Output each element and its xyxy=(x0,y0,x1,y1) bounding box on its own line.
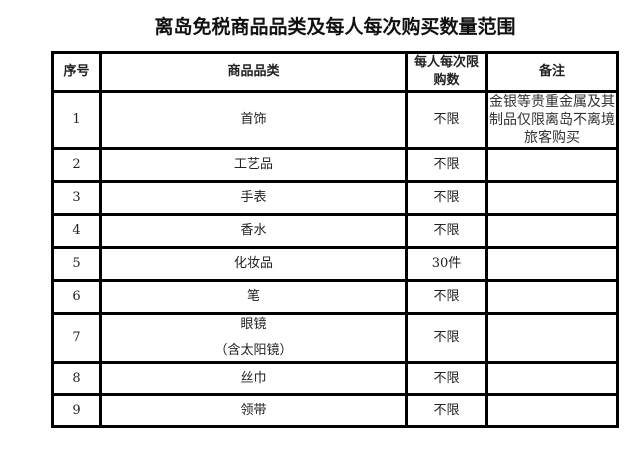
row-category: 首饰 xyxy=(99,90,408,150)
row-limit: 不限 xyxy=(405,90,488,150)
row-category: 领带 xyxy=(99,393,408,428)
header-note: 备注 xyxy=(485,51,619,93)
row-number: 5 xyxy=(51,246,102,282)
row-note xyxy=(485,180,619,216)
document-title: 离岛免税商品品类及每人每次购买数量范围 xyxy=(154,16,516,38)
category-name: 眼镜 xyxy=(240,317,267,332)
category-name: 首饰 xyxy=(240,112,267,127)
duty-free-table: 序号 商品品类 每人每次限购数 备注 1 首饰 不限 金银等贵重金属及其制品仅限离岛不… xyxy=(51,51,619,428)
row-category: 丝巾 xyxy=(99,361,408,396)
category-name: 手表 xyxy=(240,190,267,205)
row-number: 9 xyxy=(51,393,102,428)
row-note xyxy=(485,361,619,396)
row-limit: 不限 xyxy=(405,312,488,364)
row-limit: 不限 xyxy=(405,213,488,249)
row-note xyxy=(485,312,619,364)
table-header: 序号 商品品类 每人每次限购数 备注 xyxy=(51,51,619,93)
row-number: 7 xyxy=(51,312,102,364)
header-limit: 每人每次限购数 xyxy=(405,51,488,93)
table-row: 7 眼镜 （含太阳镜） 不限 xyxy=(51,312,619,364)
table-row: 1 首饰 不限 金银等贵重金属及其制品仅限离岛不离境旅客购买 xyxy=(51,90,619,150)
category-name: 丝巾 xyxy=(240,370,267,386)
category-name: 工艺品 xyxy=(233,157,273,172)
row-note: 金银等贵重金属及其制品仅限离岛不离境旅客购买 xyxy=(485,90,619,150)
row-number: 4 xyxy=(51,213,102,249)
row-number: 1 xyxy=(51,90,102,150)
table-row: 3 手表 不限 xyxy=(51,180,619,216)
row-category: 化妆品 xyxy=(99,246,408,282)
category-name: 领带 xyxy=(240,402,267,418)
row-category: 眼镜 （含太阳镜） xyxy=(99,312,408,364)
row-number: 6 xyxy=(51,279,102,315)
table-row: 9 领带 不限 xyxy=(51,393,619,428)
category-name: 笔 xyxy=(246,289,260,304)
row-category: 笔 xyxy=(99,279,408,315)
row-number: 2 xyxy=(51,147,102,183)
row-number: 8 xyxy=(51,361,102,396)
row-number: 3 xyxy=(51,180,102,216)
row-note xyxy=(485,393,619,428)
table-row: 6 笔 不限 xyxy=(51,279,619,315)
row-category: 工艺品 xyxy=(99,147,408,183)
row-limit: 不限 xyxy=(405,393,488,428)
row-limit: 不限 xyxy=(405,147,488,183)
row-note xyxy=(485,246,619,282)
row-note xyxy=(485,279,619,315)
table-row: 2 工艺品 不限 xyxy=(51,147,619,183)
row-note xyxy=(485,147,619,183)
category-subtitle: （含太阳镜） xyxy=(214,343,293,358)
row-limit: 不限 xyxy=(405,180,488,216)
category-name: 化妆品 xyxy=(233,256,273,271)
row-category: 手表 xyxy=(99,180,408,216)
row-note xyxy=(485,213,619,249)
category-name: 香水 xyxy=(240,223,267,238)
row-category: 香水 xyxy=(99,213,408,249)
header-no: 序号 xyxy=(51,51,102,93)
row-limit: 不限 xyxy=(405,361,488,396)
table-row: 5 化妆品 30件 xyxy=(51,246,619,282)
row-limit: 30件 xyxy=(405,246,488,282)
row-limit: 不限 xyxy=(405,279,488,315)
table-row: 4 香水 不限 xyxy=(51,213,619,249)
header-category: 商品品类 xyxy=(99,51,408,93)
table-row: 8 丝巾 不限 xyxy=(51,361,619,396)
